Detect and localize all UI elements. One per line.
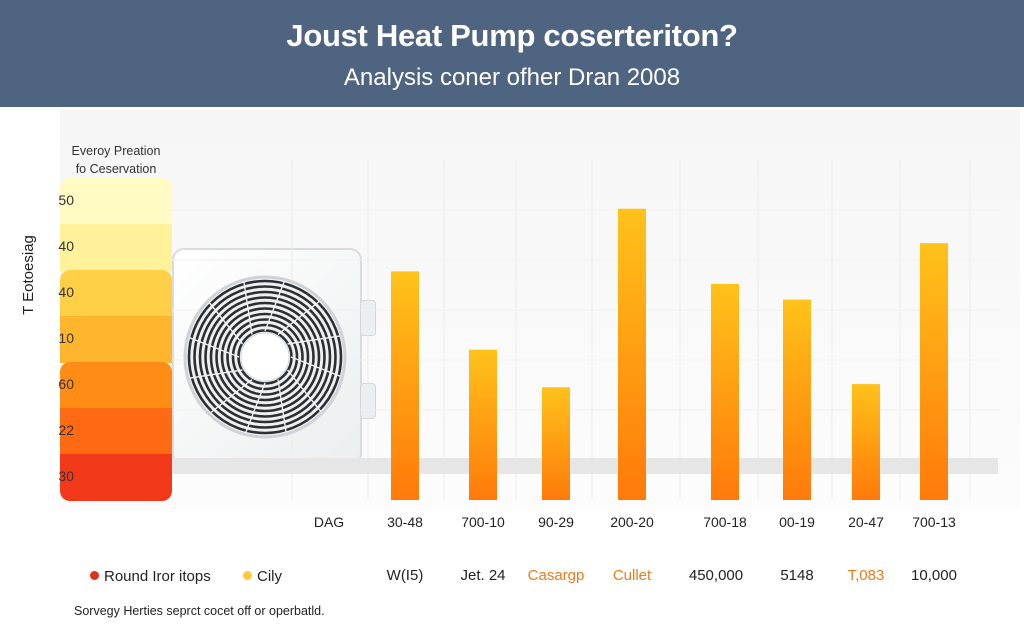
x-tick-label: DAG	[313, 514, 345, 530]
scale-segment	[60, 316, 172, 363]
bar-700-18	[711, 283, 739, 500]
scale-title: Everoy Preation fo Ceservation	[60, 142, 172, 178]
scale-segment	[60, 270, 172, 317]
x-tick-label: 700-18	[703, 514, 747, 530]
bar-00-19	[783, 299, 811, 500]
scale-tick-label: 22	[58, 422, 74, 438]
scale-tick-label: 30	[58, 468, 74, 484]
scale-segment	[60, 178, 172, 225]
legend-swatch-cily	[243, 571, 252, 580]
value-label: W(I5)	[386, 567, 424, 584]
value-label: 450,000	[688, 567, 744, 584]
bar-700-10	[469, 349, 497, 500]
value-label: 5148	[780, 567, 814, 584]
x-tick-label: 700-10	[461, 514, 505, 530]
value-label: Casargp	[527, 567, 585, 584]
value-label: Cullet	[612, 567, 652, 584]
legend-item-cily: Cily	[243, 568, 282, 585]
value-label: Jet. 24	[460, 567, 506, 584]
x-tick-label: 90-29	[538, 514, 574, 530]
x-tick-label: 700-13	[912, 514, 956, 530]
legend-label-cily: Cily	[257, 568, 282, 585]
legend-label-round: Round Iror itops	[104, 568, 211, 585]
scale-segment	[60, 454, 172, 501]
color-scale: 50 40 40 10 60 22 30	[58, 178, 172, 501]
scale-title-line-1: Everoy Preation	[71, 144, 161, 158]
bar-30-48	[391, 271, 419, 500]
bars	[391, 208, 948, 500]
scale-segment	[60, 224, 172, 271]
x-tick-label: 200-20	[610, 514, 654, 530]
value-label: 10,000	[911, 567, 957, 584]
value-label: T,083	[847, 567, 885, 584]
x-tick-label: 20-47	[848, 514, 884, 530]
scale-title-line-2: fo Ceservation	[75, 162, 157, 176]
legend-swatch-round	[90, 571, 99, 580]
fan-icon	[183, 275, 347, 439]
scale-tick-label: 60	[58, 376, 74, 392]
bar-700-13	[920, 243, 948, 500]
scale-tick-label: 40	[58, 284, 74, 300]
scale-segment	[60, 408, 172, 455]
chart-title: Joust Heat Pump coserteriton?	[286, 18, 738, 53]
footer-note: Sorvegy Herties seprct cocet off or oper…	[74, 604, 325, 618]
scale-tick-label: 40	[58, 238, 74, 254]
x-tick-label: 30-48	[387, 514, 423, 530]
header-banner: Joust Heat Pump coserteriton? Analysis c…	[0, 0, 1024, 107]
legend-item-round: Round Iror itops	[90, 568, 211, 585]
x-tick-label: 00-19	[779, 514, 815, 530]
scale-tick-label: 10	[58, 330, 74, 346]
bar-90-29	[542, 387, 570, 500]
bar-200-20	[618, 208, 646, 500]
bar-20-47	[852, 384, 880, 500]
scale-segment	[60, 362, 172, 409]
chart-subtitle: Analysis coner ofher Dran 2008	[343, 64, 681, 91]
scale-tick-label: 50	[58, 192, 74, 208]
